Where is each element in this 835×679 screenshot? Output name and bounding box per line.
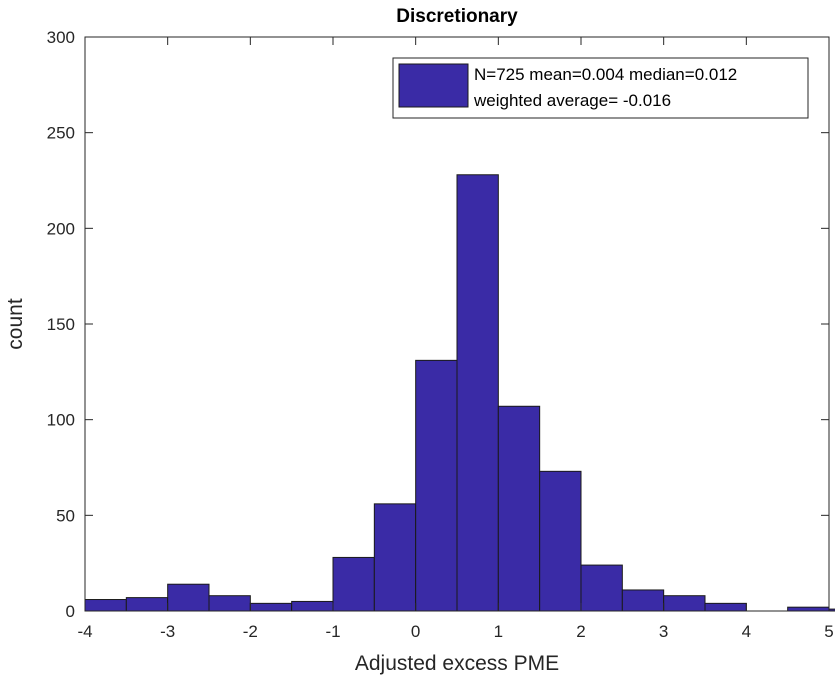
y-tick-label: 300 xyxy=(47,28,75,47)
legend-swatch xyxy=(398,63,469,108)
x-tick-label: 3 xyxy=(659,622,668,641)
x-tick-label: 1 xyxy=(494,622,503,641)
histogram-bar xyxy=(663,595,706,612)
histogram-bar xyxy=(456,174,499,612)
histogram-bar xyxy=(249,602,293,612)
histogram-bar xyxy=(621,589,665,612)
histogram-bar xyxy=(539,470,582,612)
histogram-bar xyxy=(415,359,458,612)
y-tick-label: 150 xyxy=(47,315,75,334)
bars-group xyxy=(84,174,835,612)
x-axis-label: Adjusted excess PME xyxy=(355,652,559,675)
y-tick-label: 50 xyxy=(56,506,75,525)
histogram-bar xyxy=(291,600,334,612)
x-tick-label: 2 xyxy=(576,622,585,641)
x-tick-label: 4 xyxy=(742,622,751,641)
histogram-bar xyxy=(208,595,251,612)
legend: N=725 mean=0.004 median=0.012 weighted a… xyxy=(392,57,809,119)
legend-line-2: weighted average= -0.016 xyxy=(473,91,671,110)
histogram-bar xyxy=(332,556,375,612)
x-tick-label: -1 xyxy=(325,622,340,641)
x-tick-label: 0 xyxy=(411,622,420,641)
x-tick-label: -2 xyxy=(243,622,258,641)
histogram-bar xyxy=(580,564,623,612)
histogram-bar xyxy=(828,608,835,612)
x-tick-label: -3 xyxy=(160,622,175,641)
ticks-group xyxy=(84,36,830,612)
histogram-bar xyxy=(787,606,830,612)
y-tick-label: 100 xyxy=(47,411,75,430)
histogram-bar xyxy=(167,583,210,612)
legend-line-1: N=725 mean=0.004 median=0.012 xyxy=(474,65,737,84)
chart-title: Discretionary xyxy=(396,6,518,27)
histogram-bar xyxy=(373,503,417,612)
x-tick-label: -4 xyxy=(77,622,92,641)
y-tick-label: 250 xyxy=(47,124,75,143)
histogram-bar xyxy=(125,597,169,612)
y-axis-label: count xyxy=(4,298,27,350)
y-tick-label: 0 xyxy=(66,602,75,621)
histogram-bar xyxy=(497,405,541,612)
y-tick-label: 200 xyxy=(47,219,75,238)
x-tick-label: 5 xyxy=(824,622,833,641)
histogram-bar xyxy=(704,602,747,612)
histogram-bar xyxy=(84,599,127,612)
